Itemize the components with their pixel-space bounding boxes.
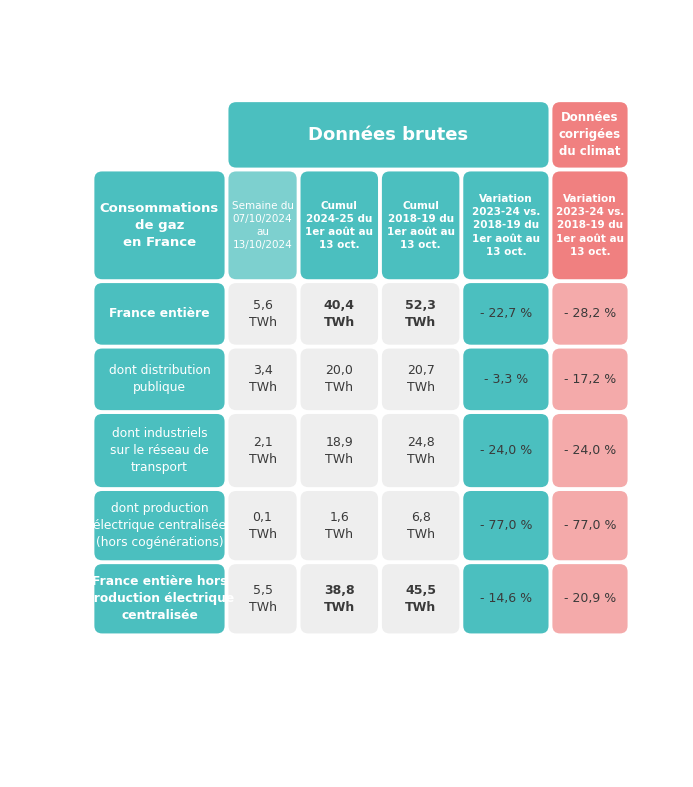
Text: - 24,0 %: - 24,0 % [564,444,616,457]
Text: 45,5
TWh: 45,5 TWh [405,584,437,614]
Text: 0,1
TWh: 0,1 TWh [249,511,277,541]
Text: - 77,0 %: - 77,0 % [563,519,616,532]
FancyBboxPatch shape [382,414,459,487]
FancyBboxPatch shape [552,564,628,634]
Text: 52,3
TWh: 52,3 TWh [405,299,437,329]
Text: 1,6
TWh: 1,6 TWh [325,511,353,541]
Text: - 28,2 %: - 28,2 % [564,308,616,320]
Text: France entière hors
production électrique
centralisée: France entière hors production électriqu… [85,575,234,623]
FancyBboxPatch shape [301,172,378,279]
Text: 5,6
TWh: 5,6 TWh [249,299,277,329]
FancyBboxPatch shape [382,564,459,634]
FancyBboxPatch shape [552,102,628,168]
Text: - 77,0 %: - 77,0 % [480,519,532,532]
FancyBboxPatch shape [94,564,225,634]
FancyBboxPatch shape [229,172,297,279]
FancyBboxPatch shape [94,172,225,279]
FancyBboxPatch shape [94,491,225,560]
FancyBboxPatch shape [464,349,549,410]
Text: - 14,6 %: - 14,6 % [480,593,532,605]
Text: Cumul
2018-19 du
1er août au
13 oct.: Cumul 2018-19 du 1er août au 13 oct. [387,201,455,250]
FancyBboxPatch shape [301,349,378,410]
FancyBboxPatch shape [552,172,628,279]
FancyBboxPatch shape [94,349,225,410]
FancyBboxPatch shape [464,172,549,279]
Text: - 24,0 %: - 24,0 % [480,444,532,457]
FancyBboxPatch shape [301,564,378,634]
Text: dont industriels
sur le réseau de
transport: dont industriels sur le réseau de transp… [110,427,209,474]
Text: Variation
2023-24 vs.
2018-19 du
1er août au
13 oct.: Variation 2023-24 vs. 2018-19 du 1er aoû… [472,194,540,257]
Text: 6,8
TWh: 6,8 TWh [407,511,435,541]
Text: 40,4
TWh: 40,4 TWh [324,299,355,329]
FancyBboxPatch shape [552,349,628,410]
Text: Données
corrigées
du climat: Données corrigées du climat [559,112,621,158]
FancyBboxPatch shape [552,414,628,487]
Text: 18,9
TWh: 18,9 TWh [325,435,353,466]
Text: 20,0
TWh: 20,0 TWh [325,364,353,394]
Text: France entière: France entière [109,308,210,320]
Text: 20,7
TWh: 20,7 TWh [407,364,435,394]
Text: 2,1
TWh: 2,1 TWh [249,435,277,466]
Text: dont distribution
publique: dont distribution publique [109,364,211,394]
Text: Variation
2023-24 vs.
2018-19 du
1er août au
13 oct.: Variation 2023-24 vs. 2018-19 du 1er aoû… [556,194,624,257]
FancyBboxPatch shape [94,414,225,487]
FancyBboxPatch shape [301,491,378,560]
FancyBboxPatch shape [464,564,549,634]
Text: Consommations
de gaz
en France: Consommations de gaz en France [100,201,219,249]
Text: - 3,3 %: - 3,3 % [484,373,528,386]
FancyBboxPatch shape [552,491,628,560]
Text: Semaine du
07/10/2024
au
13/10/2024: Semaine du 07/10/2024 au 13/10/2024 [231,201,294,250]
Text: dont production
électrique centralisée
(hors cogénérations): dont production électrique centralisée (… [93,502,226,549]
FancyBboxPatch shape [464,283,549,345]
Text: - 17,2 %: - 17,2 % [564,373,616,386]
FancyBboxPatch shape [94,283,225,345]
Text: 3,4
TWh: 3,4 TWh [249,364,277,394]
Text: 5,5
TWh: 5,5 TWh [249,584,277,614]
FancyBboxPatch shape [464,414,549,487]
FancyBboxPatch shape [229,349,297,410]
FancyBboxPatch shape [301,414,378,487]
Text: Cumul
2024-25 du
1er août au
13 oct.: Cumul 2024-25 du 1er août au 13 oct. [306,201,374,250]
Text: 38,8
TWh: 38,8 TWh [324,584,355,614]
FancyBboxPatch shape [464,491,549,560]
FancyBboxPatch shape [229,283,297,345]
Text: Données brutes: Données brutes [308,126,468,144]
FancyBboxPatch shape [382,283,459,345]
FancyBboxPatch shape [229,102,549,168]
Text: 24,8
TWh: 24,8 TWh [407,435,435,466]
FancyBboxPatch shape [382,172,459,279]
FancyBboxPatch shape [382,491,459,560]
FancyBboxPatch shape [301,283,378,345]
FancyBboxPatch shape [382,349,459,410]
Text: - 22,7 %: - 22,7 % [480,308,532,320]
FancyBboxPatch shape [229,564,297,634]
Text: - 20,9 %: - 20,9 % [564,593,616,605]
FancyBboxPatch shape [552,283,628,345]
FancyBboxPatch shape [229,491,297,560]
FancyBboxPatch shape [229,414,297,487]
